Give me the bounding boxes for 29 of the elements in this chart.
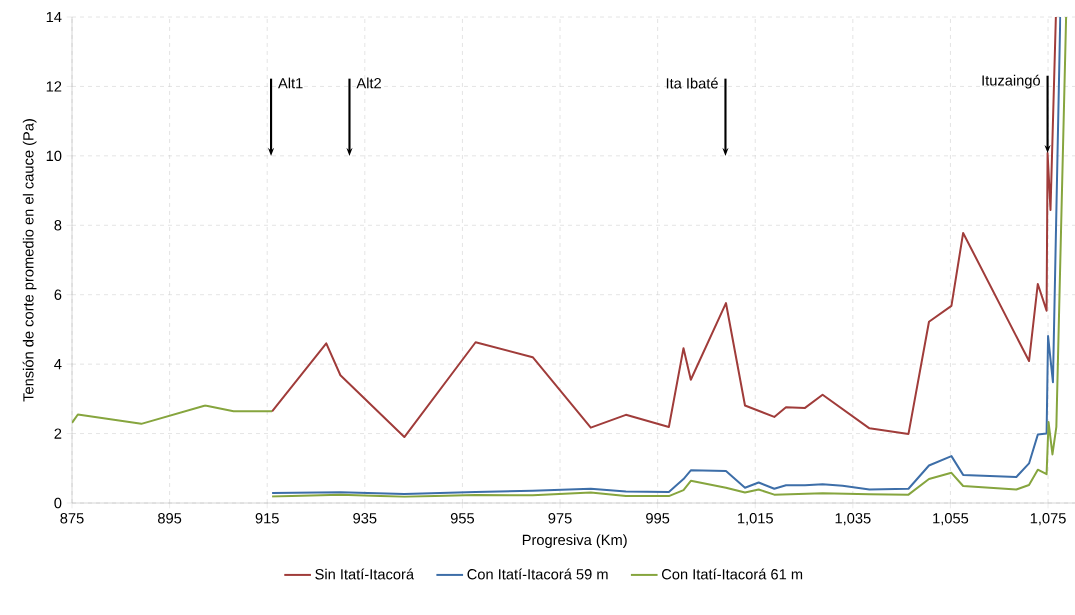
x-tick-label: 995 <box>646 513 670 524</box>
legend-label: Con Itatí-Itacorá 59 m <box>467 568 608 580</box>
x-tick-label: 1,035 <box>835 513 871 526</box>
annotation: Ita Ibaté <box>666 77 718 89</box>
x-tick-label: 875 <box>60 513 84 524</box>
y-tick-label: 6 <box>54 289 62 300</box>
legend-label: Con Itatí-Itacorá 61 m <box>661 568 803 580</box>
x-tick-label: 895 <box>158 513 182 524</box>
annotation: Alt1 <box>278 77 303 89</box>
x-tick-label: 1,015 <box>738 513 773 526</box>
y-tick-label: 12 <box>46 81 62 92</box>
y-tick-label: 8 <box>54 220 62 231</box>
y-tick-label: 0 <box>54 497 62 509</box>
x-tick-label: 1,075 <box>1030 513 1066 526</box>
y-tick-label: 4 <box>54 359 62 370</box>
y-tick-label: 10 <box>46 150 62 162</box>
annotation: Ituzaingó <box>982 74 1040 89</box>
y-tick-label: 2 <box>54 428 62 439</box>
annotation: Alt2 <box>356 77 381 89</box>
y-axis-title: Tensión de corte promedio en el cauce (Pa) <box>22 119 37 402</box>
x-tick-label: 1,055 <box>933 513 969 526</box>
x-tick-label: 955 <box>450 513 475 524</box>
x-tick-label: 915 <box>255 513 279 524</box>
x-tick-label: 975 <box>548 513 572 524</box>
x-axis-title: Progresiva (Km) <box>522 534 627 548</box>
x-tick-label: 935 <box>353 513 377 524</box>
legend-label: Sin Itatí-Itacorá <box>315 568 415 580</box>
y-tick-label: 14 <box>46 11 62 23</box>
line-series <box>72 404 274 425</box>
